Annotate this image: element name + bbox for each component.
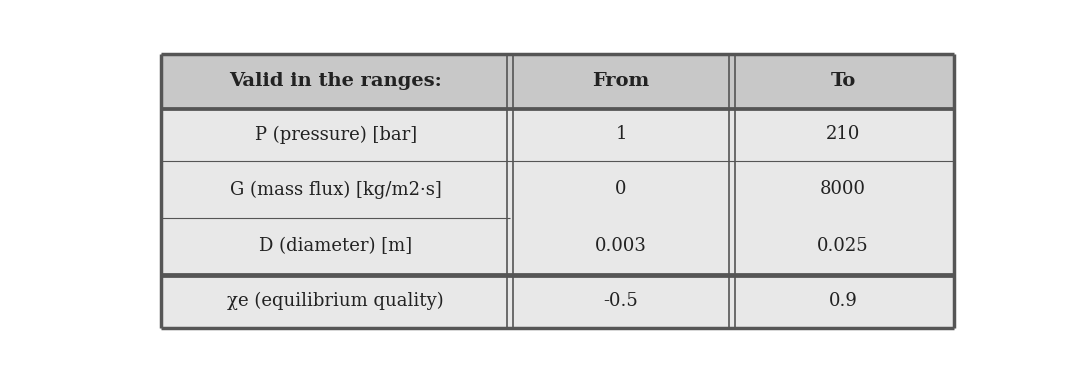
Text: D (diameter) [m]: D (diameter) [m] [259,237,412,255]
Bar [510,108,732,161]
Bar [732,54,954,108]
Text: Valid in the ranges:: Valid in the ranges: [230,72,442,90]
Text: P (pressure) [bar]: P (pressure) [bar] [255,125,417,144]
Text: To: To [830,72,855,90]
Bar [510,218,732,274]
Bar [732,274,954,328]
Bar [161,108,510,161]
Bar [732,161,954,218]
Bar [161,274,510,328]
Text: χe (equilibrium quality): χe (equilibrium quality) [227,292,444,310]
Bar [510,161,732,218]
Text: 1: 1 [615,125,627,144]
Bar [161,161,510,218]
Text: 0: 0 [615,180,627,198]
Text: 210: 210 [826,125,861,144]
Text: 0.003: 0.003 [595,237,647,255]
Bar [510,54,732,108]
Bar [510,274,732,328]
Text: G (mass flux) [kg/m2·s]: G (mass flux) [kg/m2·s] [230,180,442,198]
Text: 8000: 8000 [820,180,866,198]
Text: 0.025: 0.025 [817,237,868,255]
Text: 0.9: 0.9 [828,292,857,310]
Bar [732,218,954,274]
Text: From: From [592,72,650,90]
Bar [161,218,510,274]
Bar [161,54,510,108]
Text: -0.5: -0.5 [604,292,639,310]
Bar [732,108,954,161]
